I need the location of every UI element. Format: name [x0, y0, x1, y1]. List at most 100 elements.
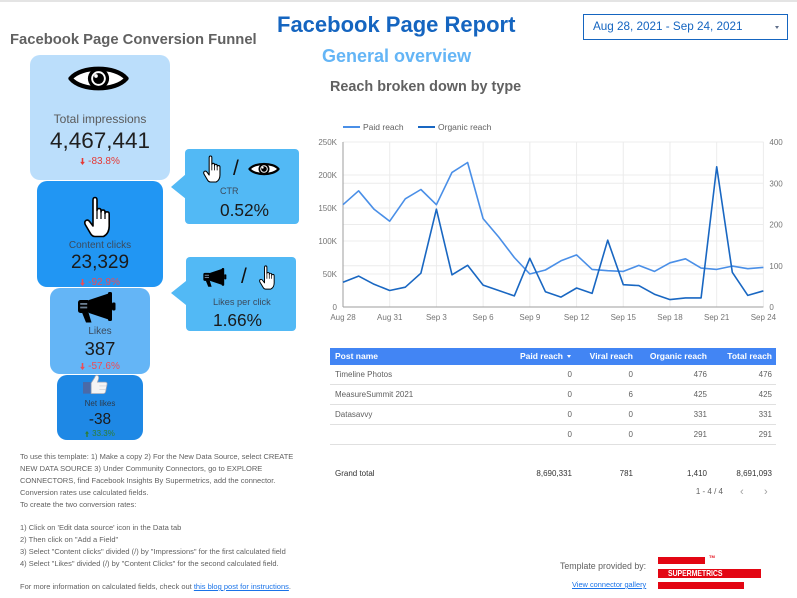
cell-viral-reach: 6	[628, 390, 633, 399]
chevron-right-icon[interactable]: ›	[764, 486, 768, 498]
page-subtitle: General overview	[322, 46, 472, 66]
stage-change-value: -83.8%	[88, 156, 120, 167]
x-tick-label: Sep 18	[657, 313, 683, 322]
column-header-viral-reach[interactable]: Viral reach	[589, 351, 633, 361]
ratio-card-ctr: / CTR 0.52%	[185, 149, 299, 224]
template-instructions: To use this template: 1) Make a copy 2) …	[20, 451, 320, 593]
divide-symbol: /	[233, 157, 239, 180]
x-tick-label: Sep 21	[704, 313, 730, 322]
grand-total-total-reach: 8,691,093	[736, 469, 772, 478]
blog-post-link[interactable]: this blog post for instructions	[193, 582, 289, 591]
reach-chart-svg[interactable]: 0 50K 100K 150K 200K 250K 0 100 200 300 400 Aug 28 A…	[300, 110, 797, 330]
caret-down-icon[interactable]	[775, 26, 779, 29]
ratio-card-likes-per-click: / Likes per click 1.66%	[186, 257, 296, 331]
chevron-left-icon[interactable]: ‹	[740, 486, 744, 498]
stage-change: 33.3%	[57, 429, 143, 439]
y-left-tick-label: 0	[333, 303, 338, 312]
bubble-pointer	[171, 281, 186, 305]
bubble-pointer	[171, 174, 186, 199]
y-right-tick-label: 0	[769, 303, 774, 312]
column-header-organic-reach[interactable]: Organic reach	[649, 351, 707, 361]
divide-symbol: /	[241, 265, 247, 288]
eye-icon	[67, 65, 130, 92]
y-left-tick-label: 50K	[323, 270, 338, 279]
x-tick-label: Sep 9	[519, 313, 540, 322]
instruction-step: 1) Click on 'Edit data source' icon in t…	[20, 523, 182, 532]
grand-total-paid-reach: 8,690,331	[536, 469, 572, 478]
stage-label: Likes	[88, 326, 112, 337]
stage-change: -57.6%	[50, 361, 150, 373]
table-row[interactable]: MeasureSummit 2021 0 6 425 425	[330, 385, 776, 405]
legend-label[interactable]: Organic reach	[438, 122, 492, 132]
date-range-picker[interactable]: Aug 28, 2021 - Sep 24, 2021	[583, 14, 788, 40]
column-header-paid-reach[interactable]: Paid reach	[520, 348, 571, 365]
arrow-down-icon	[80, 279, 85, 286]
stage-value: 23,329	[70, 252, 130, 273]
stage-value: 4,467,441	[49, 128, 151, 153]
table-row[interactable]: Timeline Photos 0 0 476 476	[330, 365, 776, 385]
cell-organic-reach: 425	[693, 390, 707, 399]
logo-bar	[658, 569, 761, 578]
legend-label[interactable]: Paid reach	[363, 122, 404, 132]
cell-total-reach: 425	[758, 390, 772, 399]
funnel-card-content-clicks: Content clicks 23,329 -92.9%	[37, 181, 163, 289]
paid-reach-line[interactable]	[342, 161, 764, 275]
x-tick-label: Aug 31	[377, 313, 403, 322]
view-connector-gallery-link[interactable]: View connector gallery	[572, 580, 647, 589]
cell-post-name: MeasureSummit 2021	[335, 390, 414, 399]
organic-reach-line[interactable]	[342, 165, 764, 301]
x-tick-label: Sep 15	[611, 313, 637, 322]
stage-value: 387	[84, 338, 116, 359]
x-tick-label: Sep 24	[751, 313, 777, 322]
cell-total-reach: 291	[758, 430, 772, 439]
chart-title: Reach broken down by type	[330, 79, 522, 95]
ratio-label: Likes per click	[213, 297, 271, 307]
cell-paid-reach: 0	[567, 410, 572, 419]
table-header-row: Post name Paid reach Viral reach Organic…	[330, 348, 776, 365]
instruction-step: 2) Then click on "Add a Field"	[20, 535, 119, 544]
column-header-post-name[interactable]: Post name	[335, 351, 378, 361]
supermetrics-logo[interactable]: TM SUPERMETRICS	[658, 554, 764, 592]
more-info-suffix: .	[288, 582, 291, 591]
cell-post-name: Timeline Photos	[335, 370, 393, 379]
logo-bar	[658, 557, 705, 564]
funnel-card-net-likes: Net likes -38 33.3%	[57, 375, 143, 440]
template-provided-by: Template provided by:	[560, 561, 647, 571]
grand-total-viral-reach: 781	[619, 469, 633, 478]
ratio-label: CTR	[220, 186, 239, 196]
instruction-line: Conversion rates use calculated fields.	[20, 488, 149, 497]
eye-icon	[248, 162, 280, 176]
instruction-line: CONNECTORS, find Facebook Insights By Su…	[20, 476, 276, 485]
date-range-value: Aug 28, 2021 - Sep 24, 2021	[593, 20, 743, 33]
more-info-text: For more information on calculated field…	[20, 582, 194, 591]
ratio-value: 0.52%	[220, 200, 270, 220]
stage-change-value: -57.6%	[88, 361, 120, 372]
funnel-title: Facebook Page Conversion Funnel	[10, 32, 257, 48]
stage-change: -92.9%	[37, 277, 163, 289]
x-tick-label: Sep 6	[473, 313, 494, 322]
cell-viral-reach: 0	[628, 430, 633, 439]
grand-total-row: Grand total 8,690,331 781 1,410 8,691,09…	[330, 466, 776, 482]
x-tick-label: Sep 3	[426, 313, 447, 322]
table-row[interactable]: 0 0 291 291	[330, 425, 776, 445]
cell-organic-reach: 476	[693, 370, 707, 379]
cell-organic-reach: 291	[693, 430, 707, 439]
pointer-hand-icon	[258, 265, 277, 290]
cell-total-reach: 476	[758, 370, 772, 379]
stage-label: Net likes	[84, 399, 116, 408]
x-tick-label: Sep 12	[564, 313, 590, 322]
megaphone-icon	[77, 292, 117, 323]
x-tick-label: Aug 28	[330, 313, 356, 322]
stage-change-value: -92.9%	[88, 277, 120, 288]
column-header-total-reach[interactable]: Total reach	[727, 351, 772, 361]
instruction-step: 3) Select "Content clicks" divided (/) b…	[20, 547, 286, 556]
thumbs-up-icon	[83, 374, 108, 394]
grand-total-label: Grand total	[335, 469, 375, 478]
logo-trademark: TM	[709, 554, 715, 559]
instruction-line: To use this template: 1) Make a copy 2) …	[20, 452, 294, 461]
ratio-value: 1.66%	[213, 310, 263, 330]
cell-viral-reach: 0	[628, 410, 633, 419]
stage-label: Content clicks	[68, 240, 132, 251]
sort-desc-icon[interactable]	[567, 355, 571, 359]
table-row[interactable]: Datasavvy 0 0 331 331	[330, 405, 776, 425]
